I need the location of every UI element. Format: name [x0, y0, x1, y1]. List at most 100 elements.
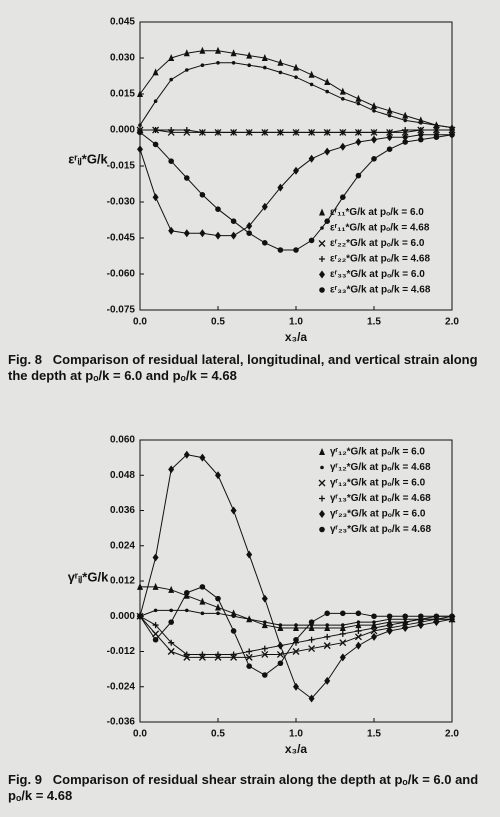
- marker: [152, 68, 159, 76]
- marker: [340, 194, 346, 200]
- legend-label: γʳ₂₃*G/k at pₒ/k = 4.68: [330, 524, 431, 535]
- marker: [215, 206, 221, 212]
- marker: [449, 613, 455, 620]
- marker: [308, 619, 315, 625]
- marker: [417, 130, 424, 139]
- y-axis-label: γʳᵢⱼ*G/k: [68, 569, 109, 584]
- legend-entry: γʳ₂₃*G/k at pₒ/k = 4.68: [319, 524, 431, 535]
- marker: [319, 256, 325, 262]
- legend-entry: εʳ₃₃*G/k at pₒ/k = 6.0: [319, 269, 425, 280]
- marker: [247, 617, 251, 621]
- marker: [354, 633, 362, 641]
- marker: [293, 682, 299, 691]
- legend-entry: γʳ₁₂*G/k at pₒ/k = 4.68: [320, 462, 431, 473]
- marker: [324, 218, 331, 224]
- marker: [417, 116, 424, 124]
- marker: [215, 603, 221, 611]
- legend-label: γʳ₁₂*G/k at pₒ/k = 4.68: [330, 462, 431, 473]
- legend-entry: γʳ₁₃*G/k at pₒ/k = 4.68: [319, 493, 431, 504]
- legend-entry: εʳ₂₂*G/k at pₒ/k = 4.68: [319, 254, 430, 265]
- marker: [152, 127, 159, 133]
- marker: [433, 134, 440, 140]
- marker: [199, 597, 206, 605]
- x-tick-label: 0.5: [211, 317, 225, 328]
- marker: [261, 650, 269, 658]
- marker: [324, 676, 331, 685]
- marker: [292, 648, 300, 655]
- marker: [309, 82, 314, 87]
- marker: [339, 87, 346, 95]
- marker: [386, 106, 393, 114]
- marker: [339, 639, 347, 647]
- marker: [230, 231, 237, 240]
- marker: [278, 623, 283, 627]
- marker: [168, 465, 175, 474]
- marker: [308, 694, 315, 703]
- legend-label: εʳ₂₂*G/k at pₒ/k = 4.68: [330, 254, 430, 265]
- marker: [183, 49, 190, 57]
- legend-label: γʳ₁₃*G/k at pₒ/k = 4.68: [330, 493, 431, 504]
- marker: [183, 450, 190, 459]
- marker: [276, 650, 284, 658]
- legend-label: εʳ₁₁*G/k at pₒ/k = 6.0: [330, 207, 424, 218]
- y-tick-label: 0.012: [110, 576, 135, 587]
- marker: [184, 589, 190, 596]
- marker: [371, 135, 377, 144]
- marker: [152, 582, 159, 590]
- marker: [308, 645, 316, 653]
- marker: [355, 610, 362, 617]
- marker: [294, 75, 298, 79]
- marker: [324, 129, 331, 136]
- marker: [293, 63, 299, 71]
- marker: [168, 158, 174, 164]
- legend-entry: γʳ₁₃*G/k at pₒ/k = 6.0: [318, 478, 426, 489]
- y-tick-label: -0.024: [107, 681, 136, 692]
- y-axis-label: εʳᵢⱼ*G/k: [68, 151, 108, 166]
- marker: [320, 465, 324, 470]
- series: [137, 130, 455, 240]
- marker: [169, 77, 173, 82]
- marker: [402, 624, 409, 632]
- marker: [168, 54, 175, 61]
- marker: [169, 608, 173, 613]
- marker: [371, 102, 377, 109]
- marker: [355, 627, 362, 634]
- marker: [308, 237, 315, 244]
- marker: [308, 154, 315, 163]
- y-tick-label: -0.030: [107, 197, 136, 208]
- series: [137, 129, 455, 253]
- legend-entry: εʳ₃₃*G/k at pₒ/k = 4.68: [319, 285, 431, 296]
- caption-label: Fig. 8: [8, 352, 42, 367]
- y-tick-label: 0.036: [110, 505, 135, 516]
- marker: [183, 229, 190, 238]
- marker: [168, 127, 175, 133]
- marker: [246, 230, 252, 236]
- marker: [339, 653, 346, 662]
- legend-entry: εʳ₁₁*G/k at pₒ/k = 6.0: [319, 207, 424, 218]
- legend-label: γʳ₁₂*G/k at pₒ/k = 6.0: [330, 447, 425, 458]
- marker: [371, 621, 377, 629]
- legend-label: εʳ₂₂*G/k at pₒ/k = 6.0: [330, 238, 425, 249]
- marker: [418, 613, 424, 620]
- marker: [402, 613, 409, 620]
- marker: [308, 636, 315, 643]
- marker: [402, 127, 409, 133]
- x-tick-label: 1.5: [367, 317, 381, 328]
- marker: [324, 78, 331, 85]
- legend-entry: γʳ₂₃*G/k at pₒ/k = 6.0: [319, 509, 426, 520]
- marker: [261, 594, 268, 603]
- marker: [355, 641, 362, 650]
- marker: [308, 129, 315, 136]
- y-tick-label: 0.015: [110, 89, 135, 100]
- marker: [402, 111, 409, 119]
- legend-label: εʳ₃₃*G/k at pₒ/k = 4.68: [330, 285, 431, 296]
- marker: [293, 166, 299, 175]
- marker: [371, 613, 377, 620]
- marker: [324, 633, 331, 640]
- marker: [386, 133, 393, 142]
- marker: [261, 621, 268, 629]
- marker: [325, 623, 330, 627]
- y-tick-label: -0.012: [107, 646, 136, 657]
- marker: [168, 619, 174, 625]
